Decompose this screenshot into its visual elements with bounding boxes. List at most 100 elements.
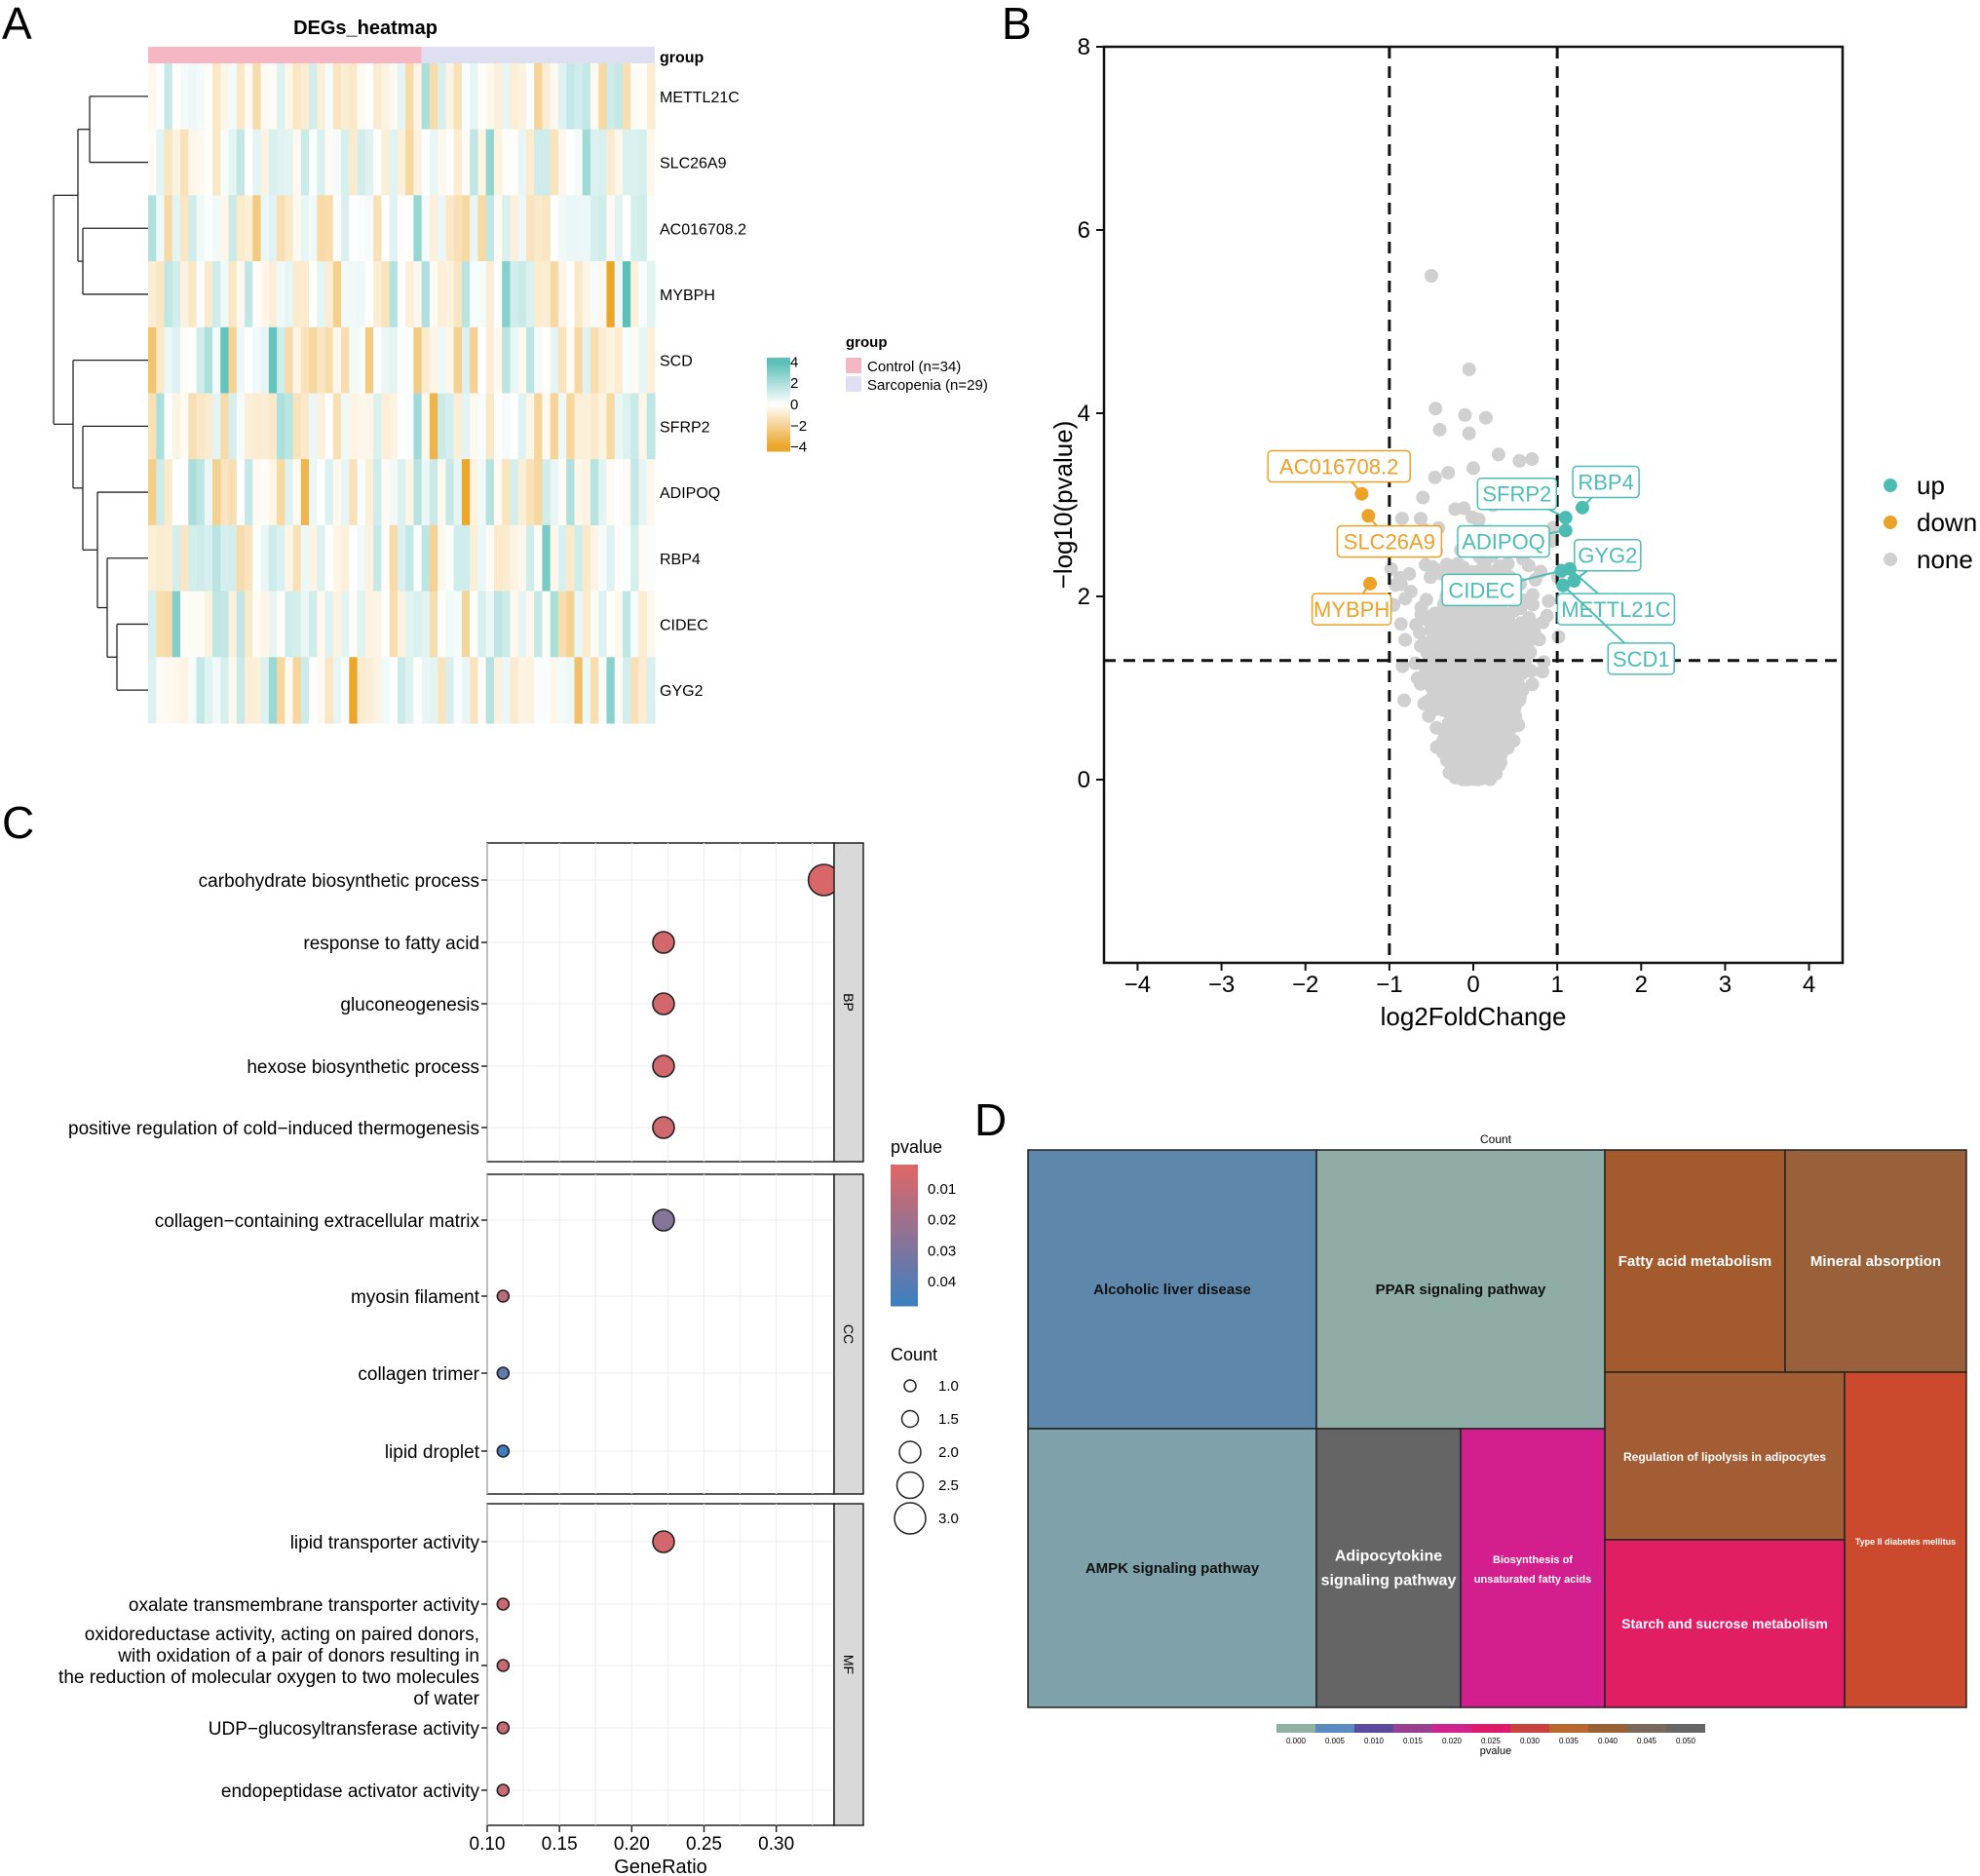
group-legend-title: group [846,334,888,351]
heatmap-cell [630,524,640,593]
heatmap-cell [517,459,527,526]
pvalue-colorbar-segment [891,1235,918,1240]
gene-label-text: METTL21C [1561,597,1671,622]
heatmap-cell [646,63,656,131]
pvalue-colorbar: 0.01 0.02 0.03 0.04 [891,1165,956,1307]
heatmap-cell [574,129,584,196]
legend-key [1884,553,1897,566]
heatmap-cell [324,63,334,131]
heatmap-cell [606,591,616,658]
point-none [1492,629,1506,643]
heatmap-cell [260,657,270,724]
point-none [1453,672,1467,687]
facet-strip-label: BP [841,993,857,1012]
heatmap-cell [381,393,391,460]
colorbar-segment [767,371,790,374]
heatmap-cell [332,129,342,196]
heatmap-cell [438,591,446,658]
point-none [1489,668,1504,682]
heatmap-cell [364,591,374,658]
point-none [1466,762,1481,777]
gene-label: SLC26A9 [660,156,727,172]
colorbar-segment [767,404,790,407]
heatmap-cell [188,393,198,460]
colorbar-segment [767,379,790,382]
heatmap-cell [156,129,166,196]
go-term-dot [652,1116,675,1139]
heatmap-cell [582,261,591,328]
legend-label: none [1917,545,1973,574]
heatmap-cell [341,261,350,328]
go-facets: carbohydrate biosynthetic process respons… [58,842,864,1826]
heatmap-cell [156,195,166,262]
go-term-dot [652,1208,675,1232]
heatmap-cell [445,657,455,724]
x-tick-label: −1 [1376,972,1402,998]
heatmap-cell [228,591,238,658]
go-term-label: carbohydrate biosynthetic process [199,871,479,892]
go-term-label: of water [413,1689,479,1709]
heatmap-cell [517,326,527,395]
gene-label-box [1574,538,1642,572]
heatmap-cell [220,63,230,131]
heatmap-cell [349,261,359,328]
heatmap-cell [300,129,310,196]
heatmap-cell [453,524,463,593]
heatmap-cell [582,524,591,593]
count-size-legend: 1.0 1.5 2.0 2.5 3.0 [894,1378,959,1535]
heatmap-cell [309,393,318,460]
heatmap-cell [421,657,431,724]
heatmap-cell [517,524,527,593]
colorbar-segment [767,438,790,440]
heatmap-cell [381,591,391,658]
heatmap-cell [574,524,584,593]
point-none [1508,670,1523,685]
heatmap-cell [510,261,519,328]
volcano-legend: up down none [1884,471,1977,574]
gene-label: CIDEC [660,617,708,633]
heatmap-cell [148,326,157,395]
point-none [1394,512,1409,526]
heatmap-cell [470,195,479,262]
heatmap-cell [477,63,487,131]
treemap-colorbar-segment [1393,1724,1432,1733]
heatmap-cell [413,261,423,328]
pvalue-colorbar-segment [891,1213,918,1218]
treemap-tile [1460,1428,1606,1708]
heatmap-cell [445,129,455,196]
heatmap-cell [341,393,350,460]
x-tick-label: 1 [1550,972,1563,998]
heatmap-cell [429,591,438,658]
point-down [1354,486,1369,501]
point-none [1525,677,1540,692]
heatmap-cell [438,261,446,328]
heatmap-cell [413,129,423,196]
colorbar-segment [767,418,790,421]
heatmap-cell [324,459,334,526]
point-none [1459,690,1473,705]
heatmap-cell [196,195,206,262]
heatmap-cell [606,459,616,526]
pvalue-colorbar-segment [891,1178,918,1183]
heatmap-cell [349,657,359,724]
heatmap-cell [156,459,166,526]
point-none [1462,362,1476,376]
colorbar-segment [767,383,790,386]
colorbar-segment [767,387,790,390]
treemap-colorbar-segment [1627,1724,1666,1733]
heatmap-cell [445,591,455,658]
y-tick-label: 6 [1078,217,1090,244]
pvalue-colorbar-segment [891,1259,918,1264]
heatmap-cell [245,524,253,593]
heatmap-cell [638,393,648,460]
heatmap-cell [285,63,294,131]
heatmap-cell [598,459,608,526]
go-term-label: collagen trimer [358,1364,479,1385]
treemap-tile-label: signaling pathway [1321,1573,1457,1589]
heatmap-cell [453,129,463,196]
heatmap-cell [268,195,278,262]
heatmap-cell [268,326,278,395]
colorbar-segment [767,399,790,402]
heatmap-cell [470,393,479,460]
heatmap-cell [364,657,374,724]
